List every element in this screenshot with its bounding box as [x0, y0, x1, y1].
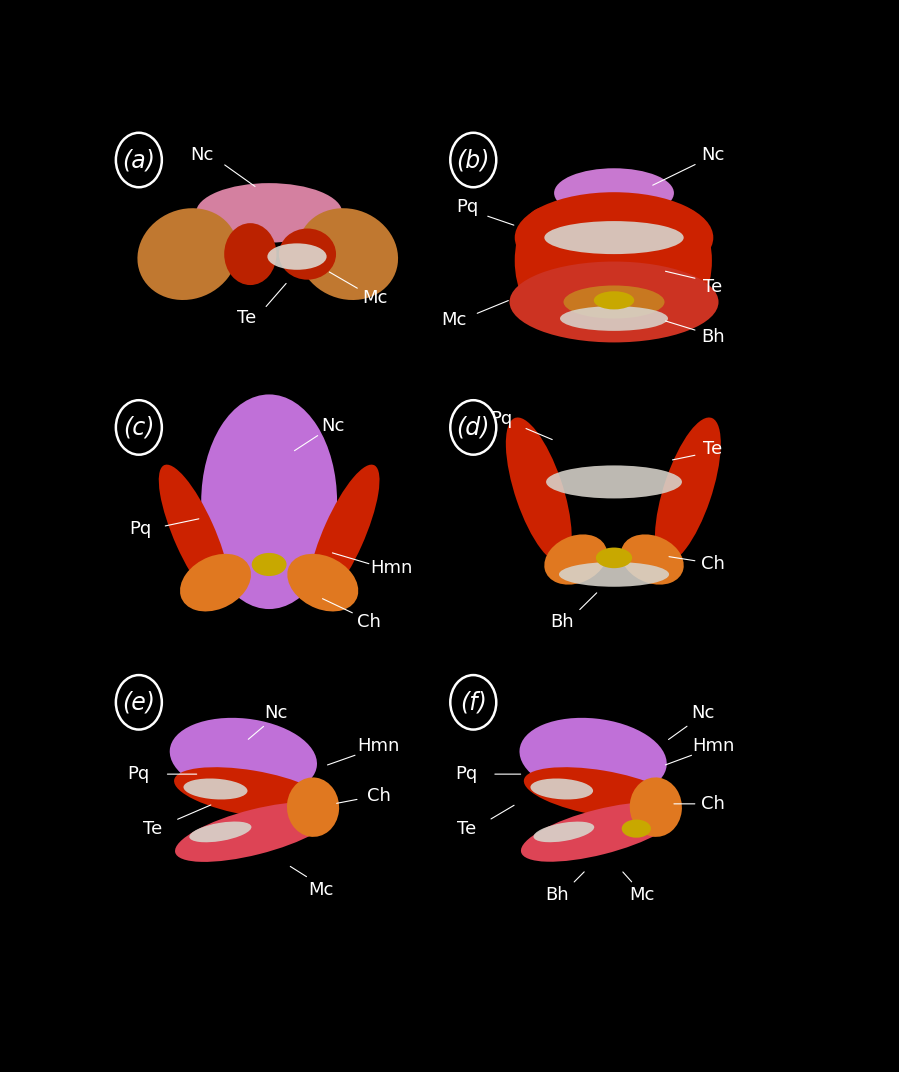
Ellipse shape	[279, 228, 336, 280]
Ellipse shape	[267, 243, 326, 270]
Ellipse shape	[594, 292, 634, 310]
Ellipse shape	[515, 192, 713, 283]
Ellipse shape	[560, 307, 668, 331]
Text: Hmn: Hmn	[691, 738, 734, 755]
Text: Ch: Ch	[701, 794, 725, 813]
Ellipse shape	[190, 821, 252, 843]
Ellipse shape	[170, 718, 317, 798]
Ellipse shape	[307, 464, 379, 605]
Ellipse shape	[554, 168, 674, 218]
Text: Pq: Pq	[490, 411, 512, 428]
Circle shape	[116, 133, 162, 188]
Text: Te: Te	[237, 310, 256, 327]
Ellipse shape	[655, 417, 721, 563]
Ellipse shape	[174, 768, 329, 819]
Text: Te: Te	[703, 440, 723, 458]
Ellipse shape	[506, 417, 572, 563]
Ellipse shape	[196, 183, 343, 242]
Ellipse shape	[629, 777, 682, 837]
Ellipse shape	[287, 777, 339, 837]
Ellipse shape	[252, 553, 287, 576]
Circle shape	[116, 675, 162, 730]
Ellipse shape	[159, 464, 230, 605]
Ellipse shape	[298, 208, 398, 300]
Text: Nc: Nc	[321, 417, 344, 435]
Ellipse shape	[530, 778, 593, 800]
Text: Pq: Pq	[128, 765, 150, 784]
Ellipse shape	[180, 554, 251, 611]
Circle shape	[450, 675, 496, 730]
Ellipse shape	[559, 562, 669, 586]
Text: (b): (b)	[457, 148, 490, 172]
Text: Nc: Nc	[701, 146, 725, 164]
Ellipse shape	[183, 778, 247, 800]
Text: Bh: Bh	[545, 885, 569, 904]
Text: Pq: Pq	[129, 520, 151, 538]
Text: Te: Te	[703, 278, 723, 296]
Ellipse shape	[520, 718, 667, 798]
Text: Te: Te	[457, 820, 476, 837]
Ellipse shape	[521, 802, 680, 862]
Ellipse shape	[544, 535, 607, 584]
Ellipse shape	[224, 223, 277, 285]
Text: Bh: Bh	[550, 613, 574, 631]
Ellipse shape	[175, 802, 335, 862]
Text: Mc: Mc	[629, 885, 654, 904]
Text: Mc: Mc	[308, 881, 334, 898]
Text: (f): (f)	[460, 690, 486, 714]
Text: Nc: Nc	[691, 704, 715, 723]
Text: Hmn: Hmn	[357, 738, 400, 755]
Text: Ch: Ch	[367, 787, 390, 805]
Ellipse shape	[138, 208, 238, 300]
Text: Bh: Bh	[701, 328, 725, 345]
Circle shape	[450, 400, 496, 455]
Ellipse shape	[653, 207, 712, 314]
Text: (a): (a)	[122, 148, 156, 172]
Ellipse shape	[622, 819, 651, 837]
Ellipse shape	[201, 394, 337, 609]
Ellipse shape	[564, 285, 664, 318]
Text: Te: Te	[143, 820, 163, 837]
Ellipse shape	[515, 207, 574, 314]
Text: Mc: Mc	[362, 288, 387, 307]
Text: (d): (d)	[457, 416, 490, 440]
Text: Ch: Ch	[357, 613, 380, 631]
Ellipse shape	[546, 465, 682, 498]
Ellipse shape	[510, 262, 718, 342]
Text: Ch: Ch	[701, 555, 725, 574]
Circle shape	[450, 133, 496, 188]
Ellipse shape	[596, 548, 632, 568]
Text: Nc: Nc	[264, 704, 288, 723]
Ellipse shape	[621, 535, 684, 584]
Ellipse shape	[533, 821, 594, 843]
Text: Pq: Pq	[455, 765, 477, 784]
Text: Nc: Nc	[190, 146, 213, 164]
Ellipse shape	[545, 221, 684, 254]
Text: (c): (c)	[123, 416, 155, 440]
Ellipse shape	[524, 768, 679, 819]
Text: Mc: Mc	[441, 311, 467, 329]
Text: Pq: Pq	[457, 198, 479, 217]
Text: (e): (e)	[122, 690, 156, 714]
Circle shape	[116, 400, 162, 455]
Ellipse shape	[288, 554, 359, 611]
Text: Hmn: Hmn	[369, 559, 413, 577]
